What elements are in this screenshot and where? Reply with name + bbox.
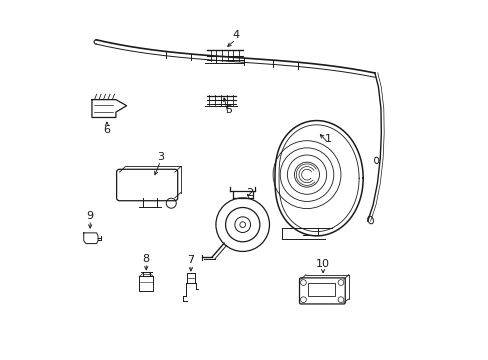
Text: 7: 7: [187, 255, 194, 265]
Text: 4: 4: [231, 30, 239, 40]
Text: 2: 2: [246, 188, 253, 198]
Text: 9: 9: [86, 211, 94, 221]
Text: 1: 1: [325, 134, 331, 144]
Text: 5: 5: [224, 105, 231, 115]
Bar: [307, 283, 334, 296]
Text: 10: 10: [315, 259, 329, 269]
Text: 6: 6: [103, 125, 110, 135]
Bar: [139, 276, 153, 291]
Text: 8: 8: [142, 253, 149, 264]
Text: 3: 3: [157, 152, 163, 162]
